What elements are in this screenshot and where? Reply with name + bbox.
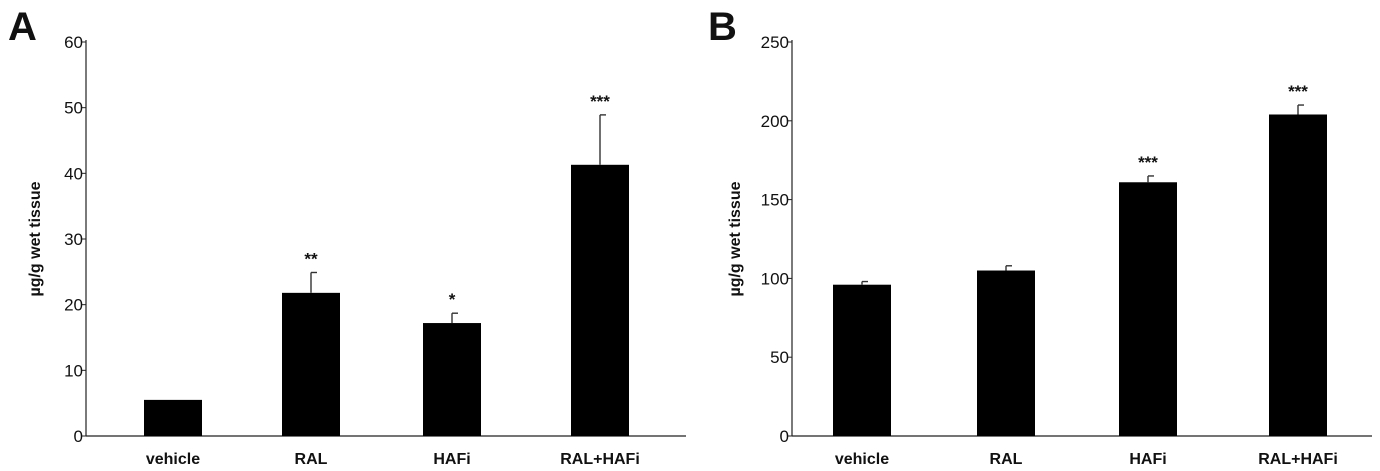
bar-hafi (1119, 182, 1177, 436)
category-label: HAFi (1129, 451, 1166, 468)
y-tick-label: 20 (64, 296, 83, 315)
panel-letter: A (8, 5, 37, 49)
panel-a: A 0 10 20 30 40 50 60 µg/g wet tissue vehicle ** RA… (8, 5, 686, 468)
y-tick-label: 50 (64, 99, 83, 118)
significance-label: * (449, 290, 456, 309)
category-label: RAL (990, 451, 1023, 468)
y-tick-label: 250 (761, 33, 789, 52)
y-tick-label: 50 (770, 348, 789, 367)
category-label: vehicle (835, 451, 889, 468)
significance-label: *** (1288, 82, 1308, 101)
y-tick-label: 40 (64, 164, 83, 183)
bar-ral (977, 270, 1035, 436)
y-tick-label: 200 (761, 112, 789, 131)
category-label: vehicle (146, 451, 200, 468)
bar-ral-hafi (571, 164, 629, 436)
y-axis-title: µg/g wet tissue (727, 181, 744, 296)
y-tick-label: 30 (64, 230, 83, 249)
y-tick-label: 60 (64, 33, 83, 52)
bar-ral (282, 292, 340, 436)
y-tick-label: 0 (780, 427, 789, 446)
significance-label: *** (590, 92, 610, 111)
y-axis-title: µg/g wet tissue (27, 181, 44, 296)
y-tick-label: 10 (64, 361, 83, 380)
bar-hafi (423, 323, 481, 436)
category-label: HAFi (433, 451, 470, 468)
panel-letter: B (708, 5, 737, 49)
category-label: RAL+HAFi (1258, 451, 1338, 468)
bar-vehicle (833, 284, 891, 436)
significance-label: *** (1138, 153, 1158, 172)
category-label: RAL (295, 451, 328, 468)
panel-b: B 0 50 100 150 200 250 µg/g wet tissue vehicle RA… (708, 5, 1372, 468)
y-tick-label: 0 (74, 427, 83, 446)
y-tick-label: 150 (761, 191, 789, 210)
y-tick-label: 100 (761, 269, 789, 288)
category-label: RAL+HAFi (560, 451, 640, 468)
bar-ral-hafi (1269, 114, 1327, 436)
significance-label: ** (304, 249, 318, 268)
bar-vehicle (144, 399, 202, 436)
